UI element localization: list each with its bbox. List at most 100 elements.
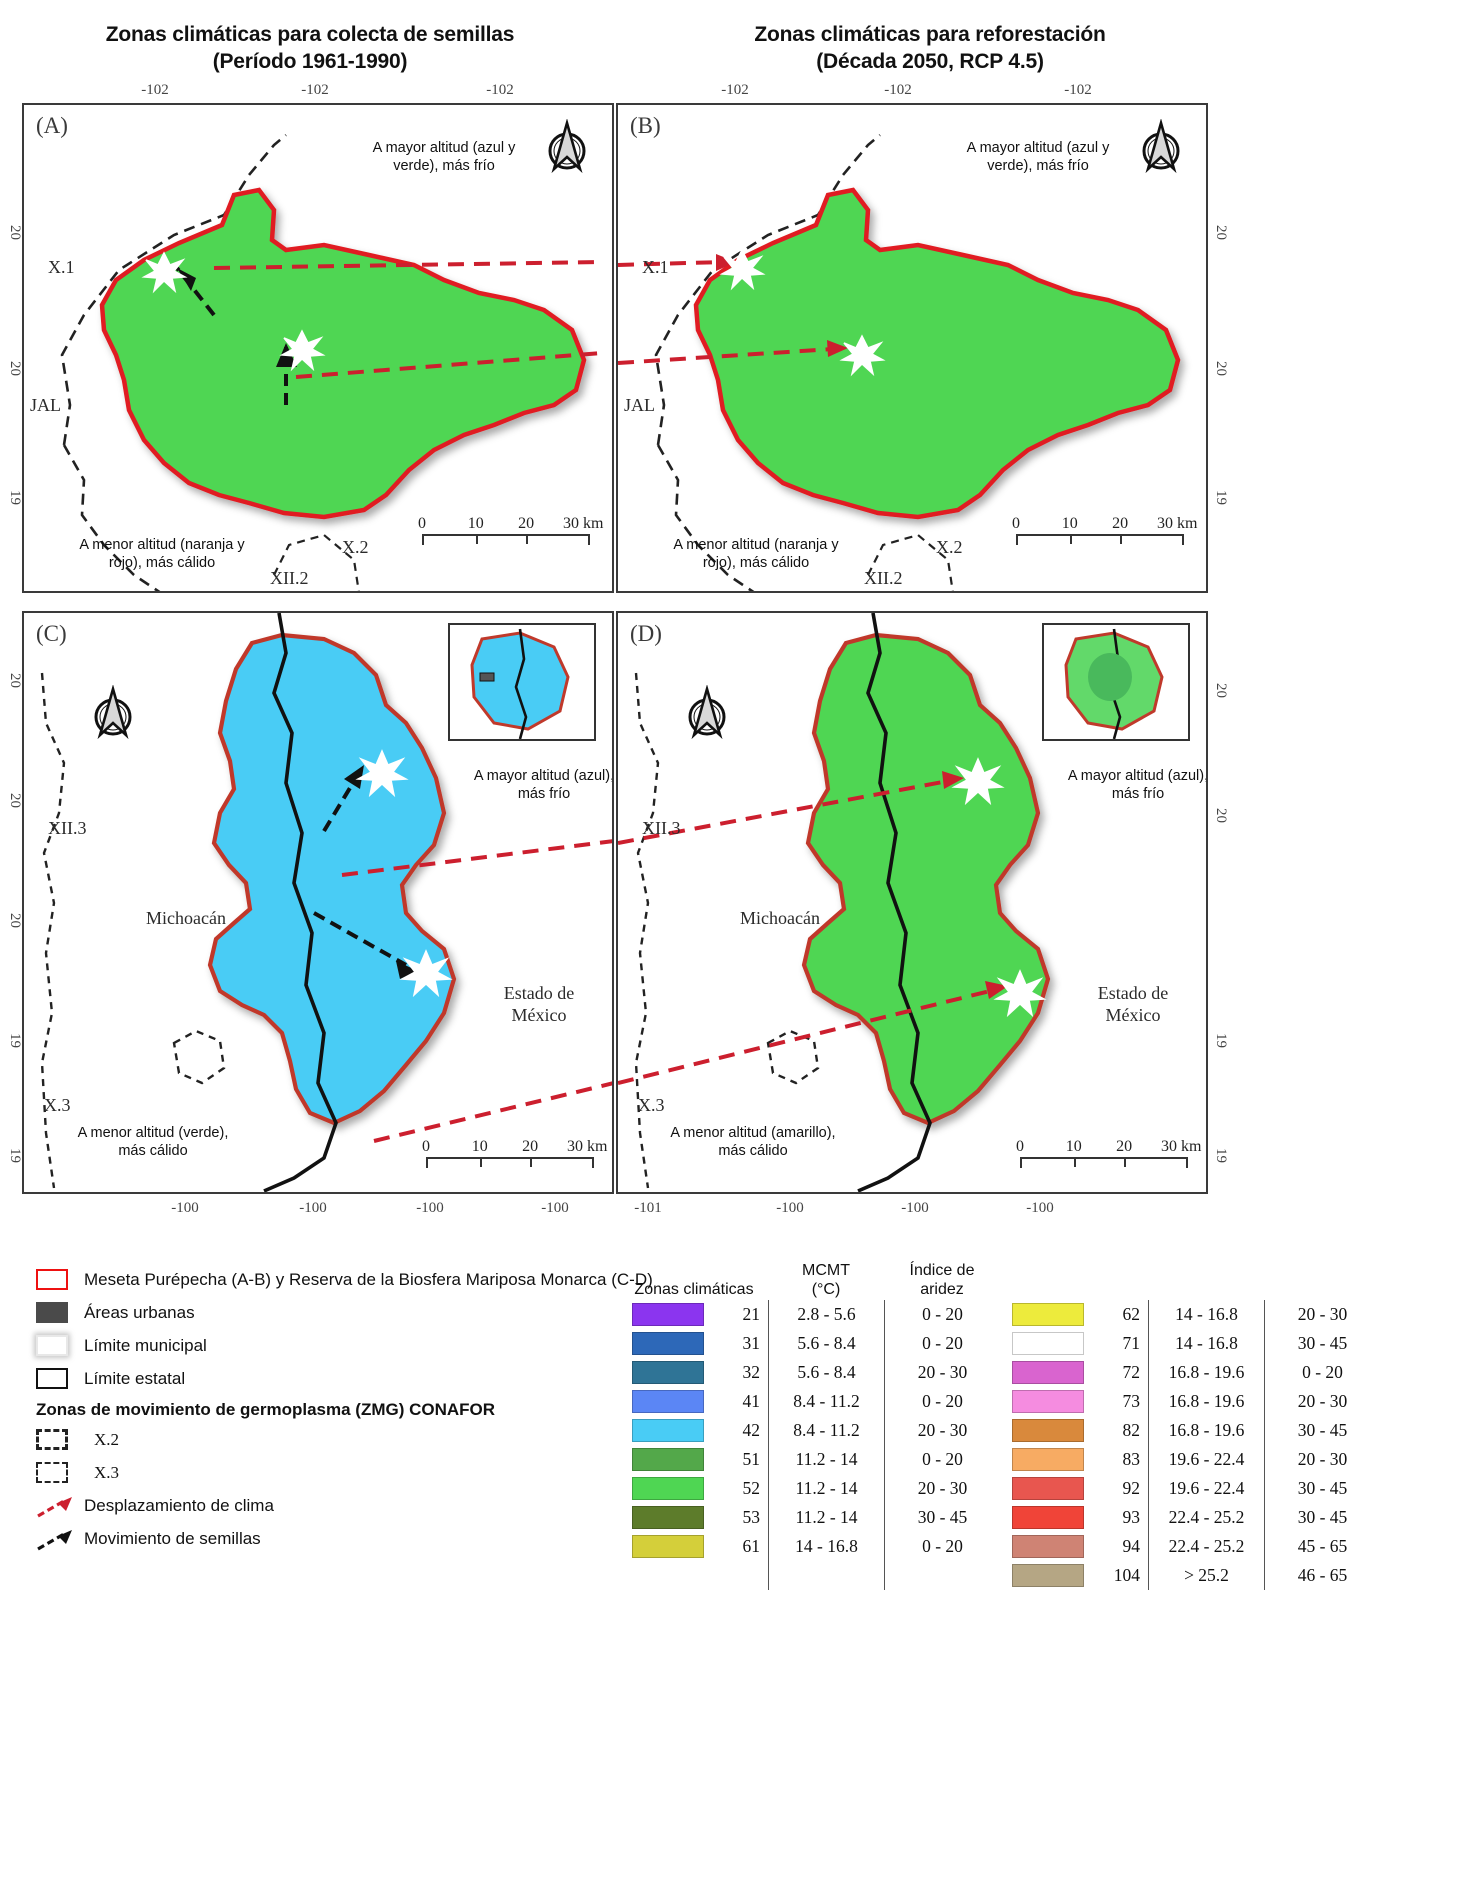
axis-tick-a-y3: 19: [7, 489, 23, 505]
axis-tick-a-x2: -102: [301, 82, 329, 98]
color-chip: [632, 1332, 704, 1355]
legend-aridity-value: 20 - 30: [1297, 1304, 1348, 1324]
legend-mcmt-value: 14 - 16.8: [1175, 1304, 1238, 1324]
col-mcmt-a: 2.8 - 5.6 5.6 - 8.4 5.6 - 8.4 8.4 - 11.2 8.4…: [768, 1300, 884, 1590]
color-chip: [632, 1303, 704, 1326]
legend-swatch: [620, 1329, 720, 1358]
col-code-b: 62 71 72 73 82 83 92 93 94 104: [1100, 1300, 1148, 1590]
north-arrow-icon-c: [90, 684, 136, 745]
legend-mcmt-value: 11.2 - 14: [795, 1449, 858, 1469]
color-chip: [632, 1361, 704, 1384]
climate-displacement-arrow-c1: [341, 839, 612, 877]
axis-tick-a-y1: 20: [7, 224, 23, 240]
color-chip: [1012, 1390, 1084, 1413]
legend-label-seed-movement: Movimiento de semillas: [84, 1529, 261, 1548]
legend-swatch: [1000, 1358, 1100, 1387]
figure-title-left: Zonas climáticas para colecta de semilla…: [20, 22, 600, 76]
legend-mcmt-value: 19.6 - 22.4: [1168, 1449, 1245, 1469]
color-chip: [1012, 1477, 1084, 1500]
legend-aridity-value: 0 - 20: [922, 1391, 963, 1411]
legend-mcmt-value: 14 - 16.8: [1175, 1333, 1238, 1353]
map-panel-c[interactable]: (C): [22, 611, 614, 1194]
altitude-note-high-a: A mayor altitud (azul y verde), más frío: [372, 140, 516, 174]
col-mcmt-b: 14 - 16.8 14 - 16.8 16.8 - 19.6 16.8 - 19.6…: [1148, 1300, 1264, 1590]
meseta-purepecha-a: [84, 185, 604, 545]
state-label-d-edomex: Estado de México: [1097, 983, 1169, 1025]
legend-swatch: [1000, 1445, 1100, 1474]
legend-aridity-value: 0 - 20: [1302, 1362, 1343, 1382]
color-chip: [1012, 1448, 1084, 1471]
map-raster-b: [618, 134, 1208, 591]
map-panel-d[interactable]: (D): [616, 611, 1208, 1194]
scalebar-d-t3: 30 km: [1161, 1138, 1202, 1155]
legend-aridity-value: 20 - 30: [917, 1420, 968, 1440]
legend-zone-code: 73: [1122, 1391, 1141, 1411]
state-label-d-michoacan: Michoacán: [740, 908, 820, 928]
scalebar-a: 0 10 20 30 km: [418, 515, 603, 545]
north-arrow-icon-b: [1138, 118, 1184, 179]
scalebar-d: 0 10 20 30 km: [1016, 1138, 1201, 1168]
header-zonas: Zonas climáticas: [634, 1281, 754, 1299]
star-marker-c1: [355, 749, 409, 798]
axis-tick-d-x1: -101: [634, 1200, 662, 1216]
axis-tick-d-y2: 20: [1213, 807, 1229, 823]
map-canvas-a: [24, 105, 612, 591]
monarch-reserve-c: [194, 623, 474, 1143]
legend-mcmt-value: 11.2 - 14: [795, 1507, 858, 1527]
legend-item-municipal: Límite municipal: [36, 1334, 616, 1358]
legend-zone-code: 61: [742, 1536, 761, 1556]
north-arrow-icon-a: [544, 118, 590, 179]
legend-swatch: [620, 1416, 720, 1445]
state-boundary-d: [857, 613, 932, 1192]
title-left-line2: (Período 1961-1990): [212, 49, 408, 73]
legend-zone-code: 51: [742, 1449, 761, 1469]
axis-tick-b-x2: -102: [884, 82, 912, 98]
axis-tick-b-y2: 20: [1213, 360, 1229, 376]
map-panel-a[interactable]: (A): [22, 103, 614, 593]
legend-label-zmg-x3: X.3: [94, 1463, 120, 1482]
legend-label-municipal: Límite municipal: [84, 1336, 207, 1355]
legend-zone-code: 62: [1122, 1304, 1141, 1324]
legend-zone-code: 41: [742, 1391, 761, 1411]
zmg-label-a-x1: X.1: [48, 257, 75, 277]
scalebar-c-t2: 20: [522, 1138, 539, 1155]
inset-urban-c: [479, 672, 495, 682]
scalebar-d-t2: 20: [1116, 1138, 1133, 1155]
panel-letter-a: (A): [36, 113, 68, 138]
star-marker-b1: [719, 248, 766, 291]
axis-tick-b-x1: -102: [721, 82, 749, 98]
zmg-boundary-a2: [62, 444, 161, 591]
legend-zone-code: 82: [1122, 1420, 1141, 1440]
legend-mcmt-value: 22.4 - 25.2: [1168, 1536, 1245, 1556]
zmg-label-d-xii3: XII.3: [642, 818, 681, 838]
col-code-a: 21 31 32 41 42 51 52 53 61: [720, 1300, 768, 1590]
legend-aridity-value: 0 - 20: [922, 1449, 963, 1469]
figure-title-right: Zonas climáticas para reforestación (Déc…: [640, 22, 1220, 76]
map-panel-b[interactable]: (B): [616, 103, 1208, 593]
legend-mcmt-value: 2.8 - 5.6: [797, 1304, 856, 1324]
axis-tick-a-x1: -102: [141, 82, 169, 98]
scalebar-a-t0: 0: [418, 515, 426, 532]
zmg-island-c: [172, 1029, 226, 1085]
meseta-purepecha-b: [678, 185, 1198, 545]
legend-item-zmg-x2: X.2: [36, 1428, 616, 1452]
inset-map-c: [448, 623, 596, 741]
legend-aridity-value: 45 - 65: [1297, 1536, 1348, 1556]
color-chip: [632, 1419, 704, 1442]
legend-mcmt-value: 14 - 16.8: [795, 1536, 858, 1556]
scalebar-b-t3: 30 km: [1157, 515, 1198, 532]
axis-tick-c-y1: 20: [7, 672, 23, 688]
legend-mcmt-value: 5.6 - 8.4: [797, 1362, 856, 1382]
scalebar-b-t1: 10: [1061, 515, 1078, 532]
legend-mcmt-value: 11.2 - 14: [795, 1478, 858, 1498]
legend-zone-code: 93: [1122, 1507, 1141, 1527]
col-aridity-b: 20 - 30 30 - 45 0 - 20 20 - 30 30 - 45 20 - 3…: [1264, 1300, 1380, 1590]
legend-swatch: [620, 1532, 720, 1561]
scalebar-c: 0 10 20 30 km: [422, 1138, 607, 1168]
axis-tick-b-y3: 19: [1213, 489, 1229, 505]
color-chip: [1012, 1361, 1084, 1384]
axis-tick-d-x2: -100: [776, 1200, 804, 1216]
axis-tick-d-x4: -100: [1026, 1200, 1054, 1216]
legend-zone-code: 42: [742, 1420, 761, 1440]
legend-aridity-value: 0 - 20: [922, 1333, 963, 1353]
